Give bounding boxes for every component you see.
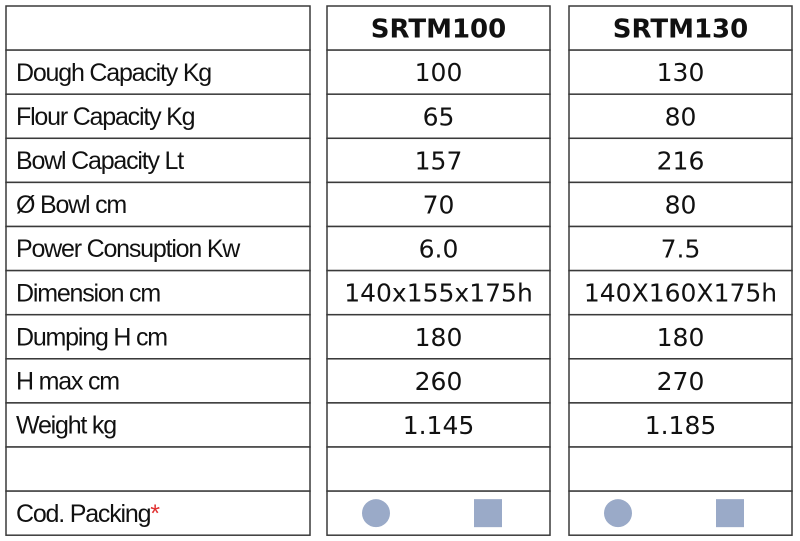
column-header: SRTM100 — [371, 15, 506, 45]
table-cell — [326, 5, 551, 51]
packing-square-icon — [716, 499, 744, 528]
table-cell — [568, 446, 793, 492]
table-cell — [568, 402, 793, 448]
row-label: Power Consuption Kw — [16, 235, 241, 263]
cell-value: 216 — [657, 146, 705, 175]
table-cell — [568, 93, 793, 140]
packing-label-text: Cod. Packing — [16, 500, 151, 528]
table-cell — [326, 490, 551, 536]
cell-value: 65 — [423, 102, 455, 131]
row-label: Flour Capacity Kg — [16, 103, 195, 131]
table-cell — [326, 402, 551, 448]
cell-value: 100 — [415, 58, 463, 87]
packing-circle-icon — [604, 499, 632, 528]
table-cell — [326, 269, 551, 316]
packing-marker: * — [150, 500, 160, 528]
table-cell — [326, 137, 551, 184]
cell-value: 270 — [657, 367, 705, 396]
row-label: Ø Bowl cm — [16, 191, 126, 219]
cell-value: 1.145 — [403, 411, 475, 440]
cell-value: 180 — [415, 323, 463, 352]
cell-value: 6.0 — [419, 235, 459, 264]
row-label: Dumping H cm — [16, 323, 167, 351]
cell-value: 1.185 — [645, 411, 717, 440]
cell-value: 140x155x175h — [344, 279, 533, 308]
table-cell — [326, 313, 551, 360]
table-cell — [5, 402, 311, 448]
packing-circle-icon — [362, 499, 390, 528]
table-cell — [5, 5, 311, 51]
cell-value: 140X160X175h — [584, 279, 777, 308]
column-header: SRTM130 — [613, 15, 748, 45]
row-label: Weight kg — [16, 412, 116, 440]
table-cell — [5, 358, 311, 404]
table-cell — [568, 358, 793, 404]
table-cell — [5, 269, 311, 316]
table-cell — [5, 490, 311, 536]
table-cell — [568, 5, 793, 51]
table-cell — [568, 137, 793, 184]
cell-value: 7.5 — [661, 235, 701, 264]
cell-value: 80 — [665, 102, 697, 131]
row-label: Bowl Capacity Lt — [16, 147, 184, 175]
row-label: Dough Capacity Kg — [16, 59, 211, 87]
cell-value: 157 — [415, 146, 463, 175]
table-cell — [568, 181, 793, 228]
cell-value: 70 — [423, 190, 455, 219]
cell-value: 80 — [665, 190, 697, 219]
table-cell — [568, 269, 793, 316]
row-label: Dimension cm — [16, 279, 160, 307]
table-cell — [5, 49, 311, 95]
table-cell — [5, 313, 311, 360]
table-cell — [326, 49, 551, 95]
table-cell — [5, 446, 311, 492]
cell-value: 130 — [657, 58, 705, 87]
table-cell — [5, 93, 311, 140]
packing-square-icon — [474, 499, 502, 528]
cell-value: 180 — [657, 323, 705, 352]
row-label: H max cm — [16, 367, 119, 395]
table-cell — [5, 181, 311, 228]
table-cell — [568, 313, 793, 360]
table-cell — [326, 225, 551, 272]
cell-value: 260 — [415, 367, 463, 396]
packing-label: Cod. Packing* — [16, 500, 160, 528]
table-cell — [568, 490, 793, 536]
table-cell — [568, 225, 793, 272]
table-cell — [326, 446, 551, 492]
